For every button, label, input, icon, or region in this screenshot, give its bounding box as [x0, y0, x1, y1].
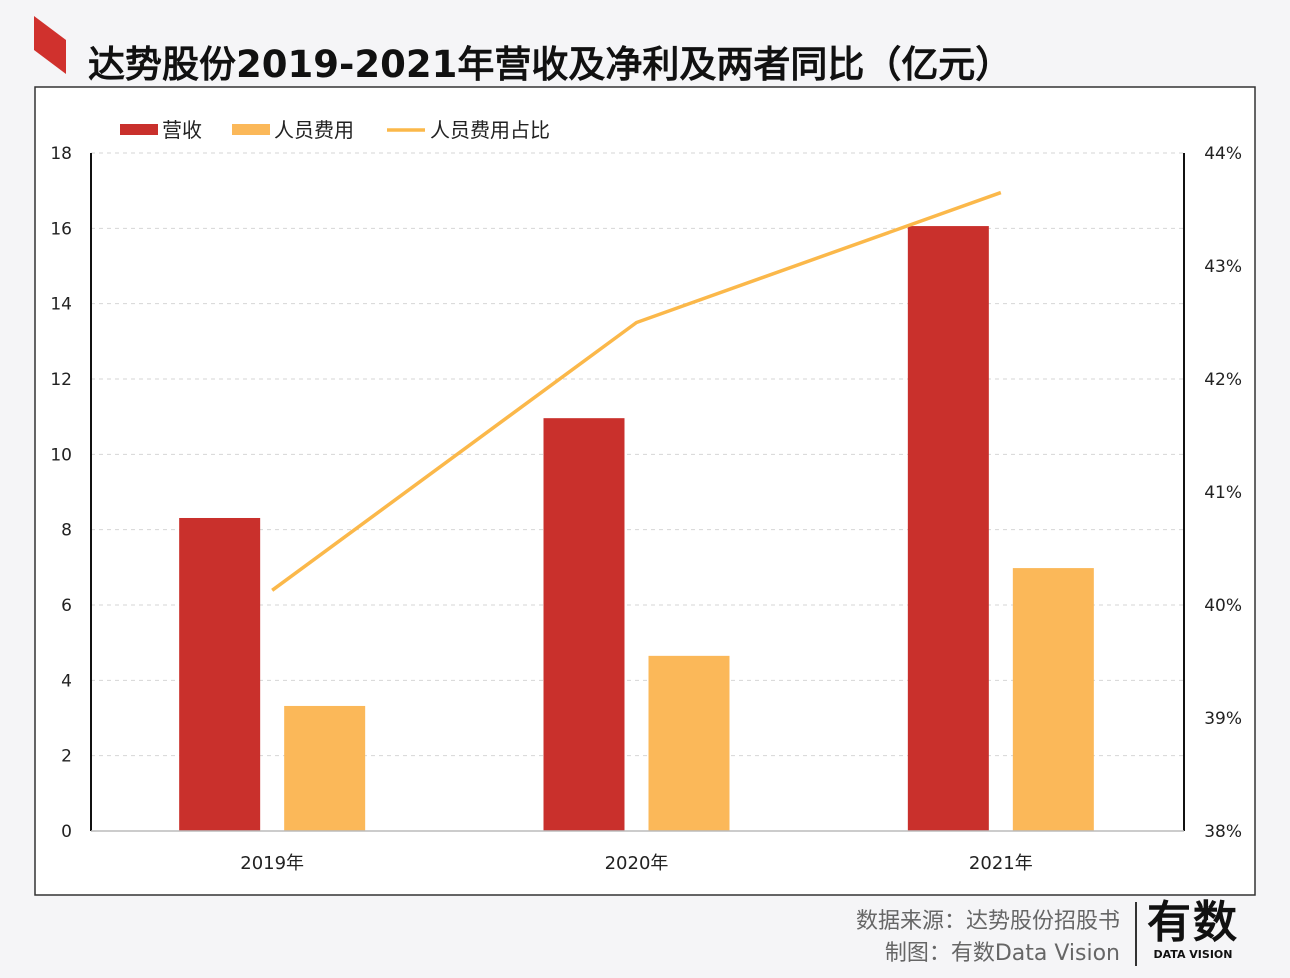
right-tick-label: 38% [1204, 822, 1242, 842]
left-tick-label: 16 [50, 219, 72, 239]
bar-revenue [907, 226, 989, 831]
left-tick-label: 0 [61, 822, 72, 842]
legend-swatch-personnel-cost [232, 124, 270, 135]
x-tick-label: 2019年 [240, 853, 304, 874]
bar-personnel-cost [284, 705, 366, 831]
legend-label-revenue: 营收 [162, 118, 202, 142]
right-tick-label: 39% [1204, 709, 1242, 729]
x-tick-label: 2020年 [605, 853, 669, 874]
right-tick-label: 41% [1204, 483, 1242, 503]
title-accent-mark [34, 16, 66, 74]
left-tick-label: 14 [50, 295, 72, 315]
bar-personnel-cost [1012, 568, 1094, 831]
left-tick-label: 4 [61, 671, 72, 691]
left-tick-label: 10 [50, 445, 72, 465]
bar-revenue [543, 418, 625, 831]
bar-personnel-cost [648, 655, 730, 831]
right-tick-label: 43% [1204, 257, 1242, 277]
bar-revenue [179, 517, 261, 831]
left-tick-label: 18 [50, 144, 72, 164]
left-tick-label: 6 [61, 596, 72, 616]
legend-label-personnel-cost: 人员费用 [274, 118, 354, 142]
page-title: 达势股份2019-2021年营收及净利及两者同比（亿元） [88, 43, 1013, 86]
left-tick-label: 2 [61, 747, 72, 767]
line-personnel-cost-ratio [271, 190, 1002, 592]
footer-divider [1135, 902, 1137, 966]
legend-swatch-revenue [120, 124, 158, 135]
right-tick-label: 42% [1204, 370, 1242, 390]
right-tick-label: 40% [1204, 596, 1242, 616]
left-tick-label: 8 [61, 521, 72, 541]
logo-subtext: DATA VISION [1153, 948, 1233, 961]
source-note: 数据来源：达势股份招股书 [855, 909, 1120, 934]
logo-text: 有数 [1147, 897, 1239, 948]
made-by-note: 制图：有数Data Vision [884, 941, 1120, 966]
right-tick-label: 44% [1204, 144, 1242, 164]
legend-label-ratio: 人员费用占比 [430, 118, 550, 142]
left-tick-label: 12 [50, 370, 72, 390]
x-tick-label: 2021年 [969, 853, 1033, 874]
logo: 有数 DATA VISION [1147, 897, 1239, 962]
